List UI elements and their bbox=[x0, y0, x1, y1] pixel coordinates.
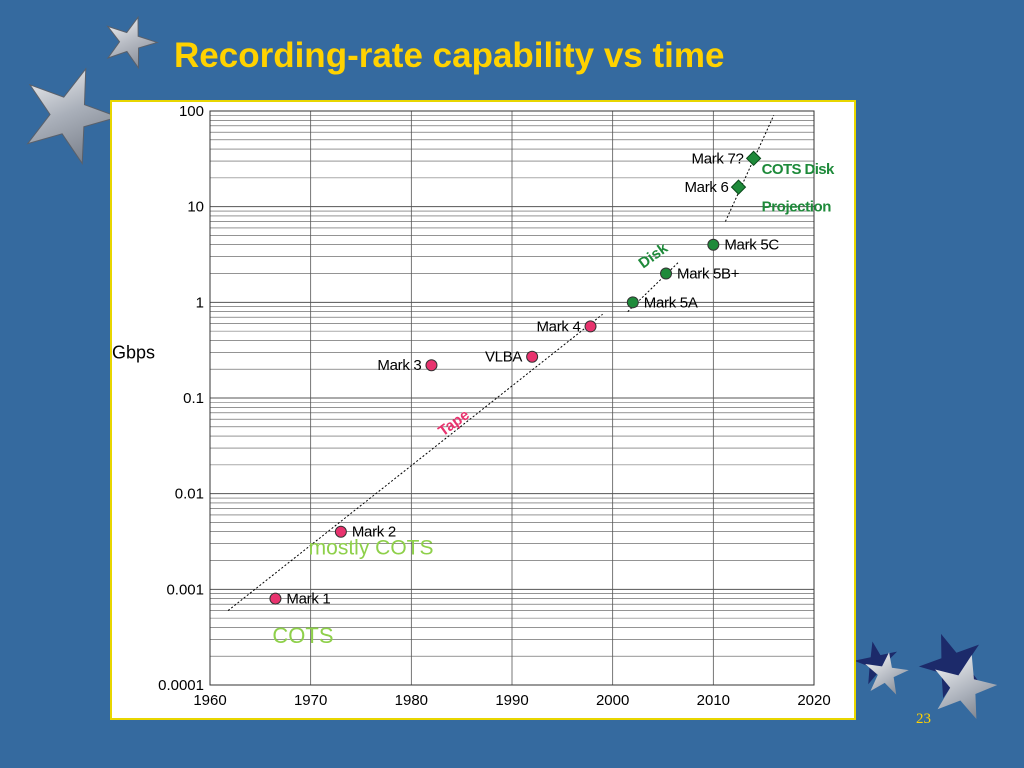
star-icon-bottom-silver-small bbox=[865, 652, 909, 695]
trend-label-disk: Disk bbox=[635, 239, 671, 272]
y-tick-label: 100 bbox=[179, 103, 204, 120]
trend-label-tape: Tape bbox=[435, 406, 472, 440]
page-number: 23 bbox=[916, 711, 931, 727]
y-tick-label: 10 bbox=[187, 199, 204, 216]
data-point bbox=[584, 320, 597, 333]
data-point bbox=[526, 350, 539, 363]
star-icon-bottom-navy-right bbox=[918, 633, 981, 699]
x-tick-label: 2020 bbox=[797, 692, 830, 709]
trend-line bbox=[724, 115, 775, 222]
x-tick-label: 1990 bbox=[495, 692, 528, 709]
data-point bbox=[707, 238, 720, 251]
y-tick-label: 0.01 bbox=[175, 486, 204, 503]
data-point bbox=[334, 525, 347, 538]
data-point-diamond bbox=[745, 150, 762, 167]
data-label: Mark 1 bbox=[286, 591, 330, 608]
star-icon-top-small bbox=[106, 15, 159, 70]
y-tick-label: 0.1 bbox=[183, 390, 204, 407]
annotation-projection: Projection bbox=[762, 199, 832, 216]
plot-frame bbox=[209, 110, 815, 686]
data-label: Mark 5A bbox=[644, 294, 698, 311]
y-tick-label: 0.0001 bbox=[158, 677, 204, 694]
star-icon-bottom-silver-large bbox=[935, 654, 998, 719]
data-label: Mark 7? bbox=[692, 150, 744, 167]
chart-panel: 1960 1970 1980 1990 2000 2010 2020 0.0001 0.001 0… bbox=[110, 100, 856, 720]
data-point bbox=[626, 296, 639, 309]
data-label: Mark 2 bbox=[352, 524, 396, 541]
data-point-diamond bbox=[730, 179, 747, 195]
annotation-mostly-cots: mostly COTS bbox=[309, 537, 434, 560]
data-label: Mark 6 bbox=[684, 179, 728, 196]
data-point bbox=[425, 359, 438, 372]
data-label: Mark 4 bbox=[536, 318, 580, 335]
data-label: Mark 5C bbox=[724, 237, 779, 254]
data-point bbox=[660, 267, 673, 280]
data-point bbox=[269, 592, 282, 605]
star-icon-top-large bbox=[26, 67, 120, 165]
x-tick-label: 1970 bbox=[294, 692, 327, 709]
y-tick-label: 0.001 bbox=[166, 581, 204, 598]
data-label: VLBA bbox=[485, 349, 522, 366]
y-tick-label: 1 bbox=[196, 294, 204, 311]
data-label: Mark 5B+ bbox=[677, 266, 740, 283]
x-tick-label: 1960 bbox=[193, 692, 226, 709]
data-label: Mark 3 bbox=[377, 357, 421, 374]
chart-svg: 1960 1970 1980 1990 2000 2010 2020 0.0001 0.001 0… bbox=[112, 103, 836, 709]
x-tick-label: 2000 bbox=[596, 692, 629, 709]
slide-title: Recording-rate capability vs time bbox=[174, 36, 725, 75]
x-tick-label: 1980 bbox=[395, 692, 428, 709]
y-axis-label: Gbps bbox=[112, 342, 155, 362]
x-tick-label: 2010 bbox=[697, 692, 730, 709]
annotation-cots-disk: COTS Disk bbox=[762, 161, 835, 178]
annotation-cots: COTS bbox=[272, 623, 333, 648]
trend-line bbox=[227, 313, 603, 611]
